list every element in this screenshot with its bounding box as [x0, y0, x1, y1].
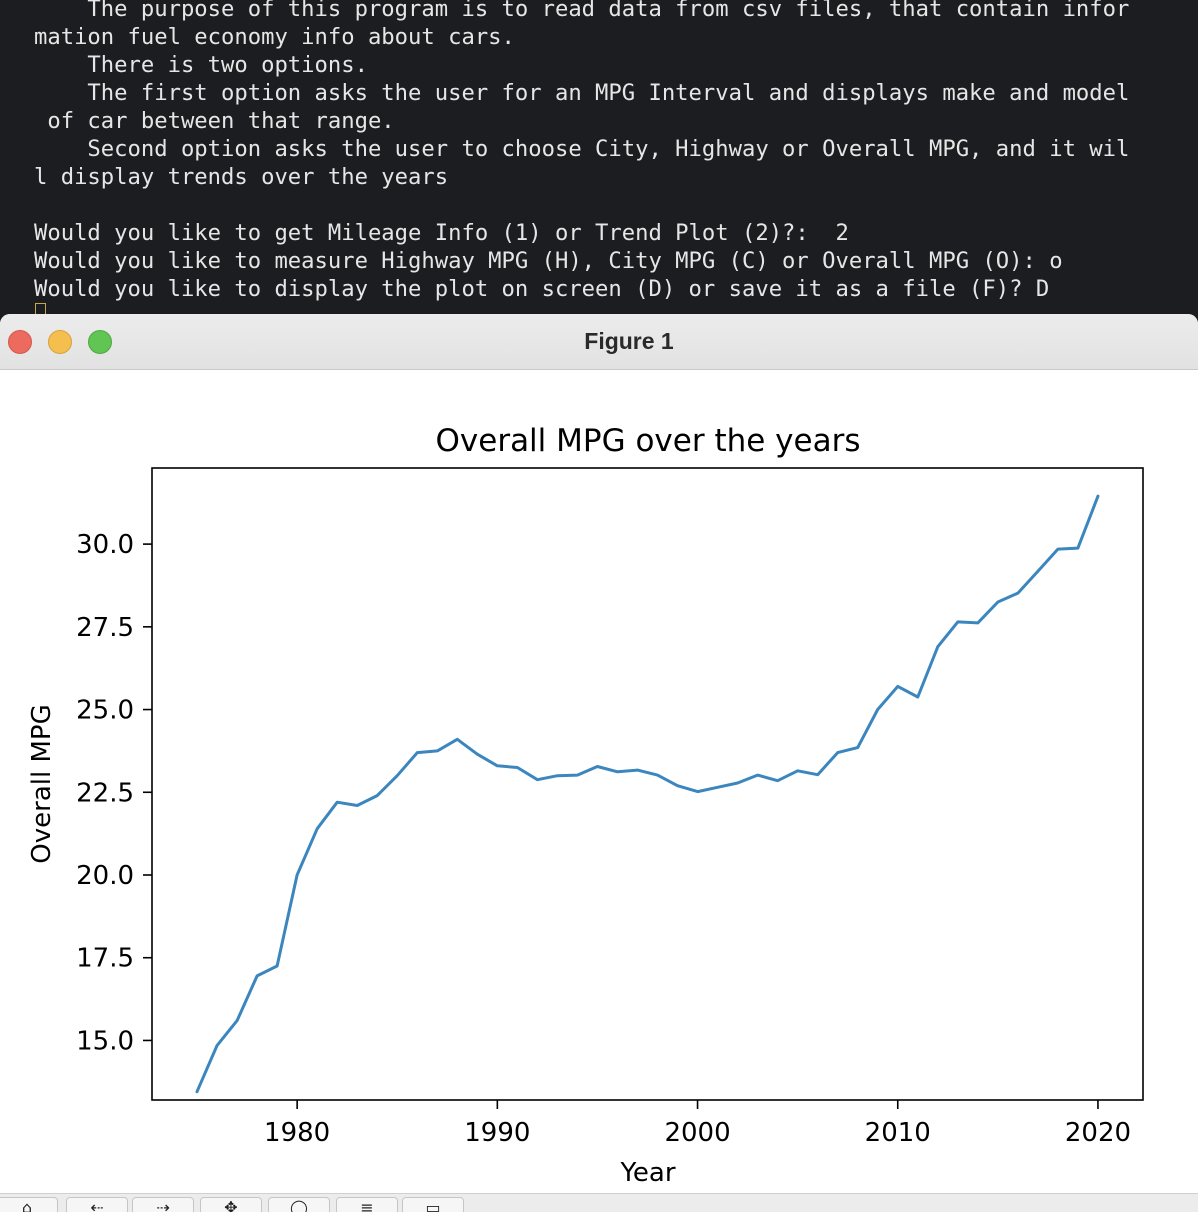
maximize-window-button[interactable] [88, 330, 112, 354]
terminal-line: The first option asks the user for an MP… [34, 80, 1130, 106]
y-tick-label: 17.5 [76, 944, 134, 974]
terminal-prompt-line: Would you like to get Mileage Info (1) o… [34, 220, 849, 246]
configure-button[interactable]: ≡ [336, 1197, 398, 1212]
axis-ticks: 1980 1990 2000 2010 2020 15.0 17.5 20.0 22.5 25.0… [76, 530, 1131, 1148]
configure-icon: ≡ [360, 1198, 374, 1212]
series-line-overall-mpg [195, 494, 1100, 1094]
x-tick-label: 2010 [865, 1118, 931, 1148]
terminal-output: The purpose of this program is to read d… [0, 0, 1198, 320]
x-tick-label: 2000 [664, 1118, 730, 1148]
y-tick-label: 15.0 [76, 1026, 134, 1056]
terminal-line: Second option asks the user to choose Ci… [34, 136, 1130, 162]
home-button[interactable]: ⌂ [0, 1197, 58, 1212]
figure-window: Figure 1 Overall MPG over the years 1980… [0, 314, 1198, 1212]
pan-button[interactable]: ✥ [200, 1197, 262, 1212]
plot-canvas[interactable]: Overall MPG over the years 1980 1990 2000 2… [0, 370, 1198, 1194]
save-icon: ▭ [425, 1198, 441, 1212]
terminal-line: of car between that range. [34, 108, 395, 134]
save-button[interactable]: ▭ [402, 1197, 464, 1212]
zoom-button[interactable]: ◯ [268, 1197, 330, 1212]
back-icon: ⇠ [90, 1198, 104, 1212]
line-chart: Overall MPG over the years 1980 1990 2000 2… [27, 423, 1144, 1188]
terminal-line: mation fuel economy info about cars. [34, 24, 515, 50]
home-icon: ⌂ [21, 1198, 33, 1212]
pan-icon: ✥ [224, 1198, 238, 1212]
y-axis-label: Overall MPG [27, 704, 57, 863]
window-title-bar[interactable]: Figure 1 [0, 314, 1198, 370]
x-tick-label: 2020 [1065, 1118, 1131, 1148]
forward-icon: ⇢ [156, 1198, 170, 1212]
y-tick-label: 25.0 [76, 696, 134, 726]
forward-button[interactable]: ⇢ [132, 1197, 194, 1212]
close-window-button[interactable] [8, 330, 32, 354]
terminal-line: l display trends over the years [34, 164, 449, 190]
y-tick-label: 22.5 [76, 778, 134, 808]
y-tick-label: 20.0 [76, 861, 134, 891]
terminal-prompt-line: Would you like to measure Highway MPG (H… [34, 248, 1063, 274]
axes-frame [151, 467, 1144, 1101]
back-button[interactable]: ⇠ [66, 1197, 128, 1212]
terminal-line: The purpose of this program is to read d… [34, 0, 1130, 22]
figure-toolbar: ⌂ ⇠ ⇢ ✥ ◯ ≡ ▭ [0, 1193, 1198, 1212]
zoom-icon: ◯ [290, 1198, 308, 1212]
terminal-prompt-line: Would you like to display the plot on sc… [34, 276, 1050, 302]
chart-title: Overall MPG over the years [436, 423, 861, 459]
y-tick-label: 27.5 [76, 613, 134, 643]
x-tick-label: 1990 [464, 1118, 530, 1148]
y-tick-label: 30.0 [76, 530, 134, 560]
x-axis-label: Year [619, 1158, 675, 1188]
window-title: Figure 1 [584, 328, 674, 354]
terminal-line: There is two options. [34, 52, 368, 78]
x-tick-label: 1980 [264, 1118, 330, 1148]
minimize-window-button[interactable] [48, 330, 72, 354]
